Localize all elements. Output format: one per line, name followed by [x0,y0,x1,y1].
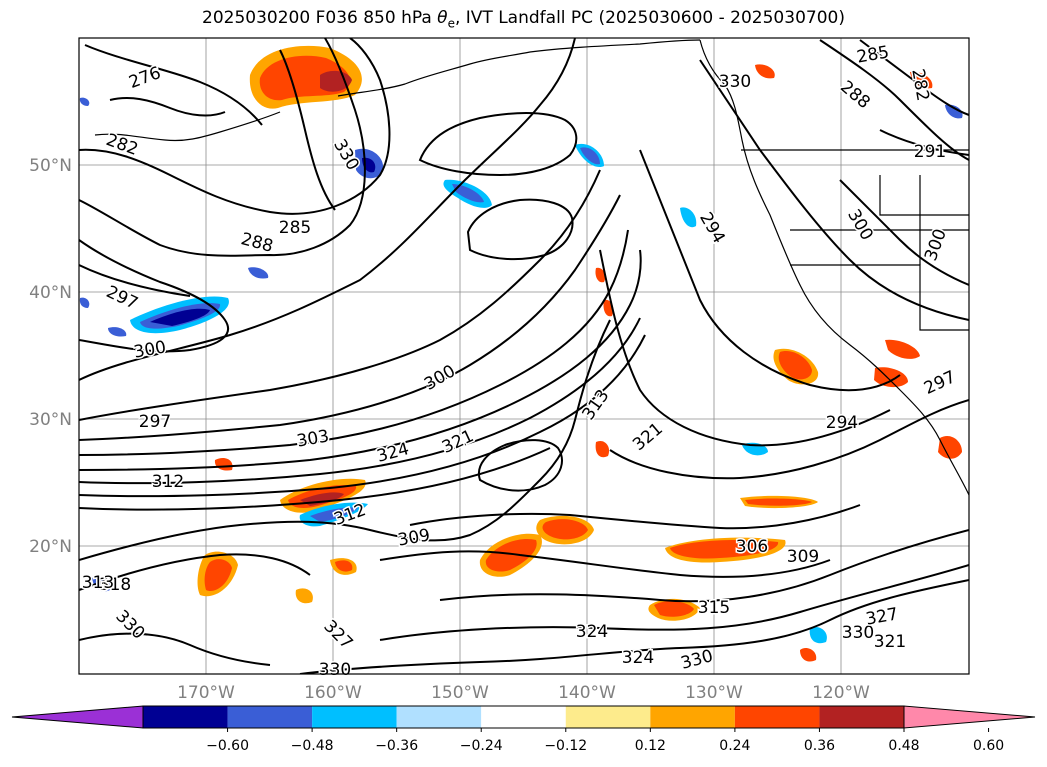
lat-label: 30°N [29,410,72,430]
lon-label: 140°W [558,683,616,703]
contour-label: 318 [99,575,131,595]
contour-label: 306 [736,537,768,557]
contour-label: 285 [279,218,311,238]
subtropical-blob-3 [648,495,818,621]
alaska-blob [249,45,362,109]
shading-blobs [79,45,963,662]
contour-label: 288 [239,229,276,257]
contour-label: 297 [139,412,171,432]
contour-label: 330 [111,606,148,643]
lat-axis-labels: 50°N 40°N 30°N 20°N [29,156,72,557]
colorbar-tick-label: 0.12 [635,738,666,754]
colorbar-tick-label: −0.60 [206,738,249,754]
colorbar-segment [143,706,228,728]
contour-label: 300 [921,226,951,263]
colorbar-segment [396,706,482,728]
colorbar-tick-label: −0.36 [375,738,418,754]
contour-label: 330 [679,646,716,674]
colorbar-tick-label: 0.48 [888,738,919,754]
colorbar-tick-label: 0.60 [973,738,1004,754]
contour-label: 276 [126,63,163,93]
colorbar-tick-label: −0.24 [460,738,503,754]
theta-e-contours [79,38,969,674]
contour-label: 315 [698,598,730,618]
colorbar-segment [819,706,904,728]
colorbar-segment [565,706,651,728]
contour-label: 309 [396,525,431,550]
contour-label: 330 [319,660,351,680]
colorbar-tick-label: 0.24 [719,738,750,754]
contour-label: 324 [375,439,412,467]
contour-label: 324 [622,648,654,668]
contour-label: 300 [421,361,459,395]
colorbar-segment [734,706,820,728]
lon-axis-labels: 170°W 160°W 150°W 140°W 130°W 120°W [177,683,870,703]
colorbar-extend-low [11,705,144,729]
contour-label: 294 [826,413,858,433]
lon-label: 160°W [304,683,362,703]
lat-label: 20°N [29,537,72,557]
lat-label: 50°N [29,156,72,176]
contour-label: 282 [907,67,932,102]
contour-label: 300 [132,337,167,362]
contour-label: 297 [921,367,959,399]
contour-label: 309 [787,547,819,567]
contour-label: 313 [82,573,114,593]
contour-label: 291 [914,142,946,162]
contour-label: 327 [864,604,899,629]
contour-label: 294 [695,209,729,247]
colorbar-segment [481,706,566,728]
colorbar [11,705,1036,729]
coast-blobs [575,64,963,662]
colorbar-segment [312,706,397,728]
contour-label: 321 [874,632,906,652]
contour-label: 330 [842,623,874,643]
lon-label: 130°W [685,683,743,703]
colorbar-frame [142,705,905,729]
contour-label: 324 [576,622,608,642]
colorbar-segment [650,706,735,728]
colorbar-extend-high [903,705,1036,729]
contour-label: 330 [719,72,751,92]
subtropical-blob-2 [479,515,594,577]
colorbar-tick-label: −0.48 [291,738,334,754]
contour-label: 313 [579,386,614,424]
lon-label: 150°W [431,683,489,703]
colorbar-ticks: −0.60 −0.48 −0.36 −0.24 −0.12 0.12 0.24 0.36 0.4… [206,728,1004,754]
contour-label: 288 [836,77,874,113]
contour-label: 327 [319,616,356,653]
contour-label: 282 [103,130,140,160]
west-subtropical-blobs [92,458,357,604]
gridlines [79,38,969,674]
lat-label: 40°N [29,283,72,303]
contour-label: 303 [295,426,330,451]
gulf-blue-blobs [355,148,492,208]
map-frame [78,37,970,675]
map-title: 2025030200 F036 850 hPa θe, IVT Landfall… [202,8,845,31]
contour-label: 312 [152,472,184,492]
lon-label: 120°W [812,683,870,703]
colorbar-tick-label: −0.12 [544,738,587,754]
contour-label: 297 [103,282,141,314]
contour-label: 285 [855,42,890,67]
coastlines [94,39,969,496]
contour-label: 321 [629,419,667,455]
west-blue-blobs [79,97,269,337]
colorbar-segment [227,706,313,728]
lon-label: 170°W [177,683,235,703]
colorbar-tick-label: 0.36 [804,738,835,754]
